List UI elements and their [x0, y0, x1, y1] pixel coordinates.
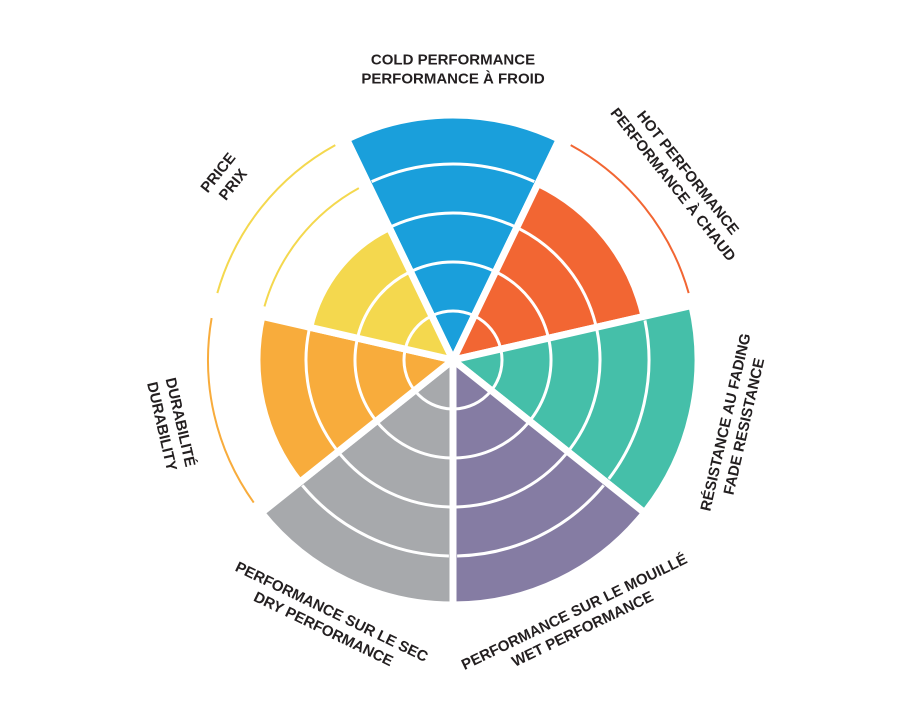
ring-line: [353, 339, 377, 421]
category-label-line: HOT PERFORMANCE: [633, 108, 742, 238]
ring-line: [301, 484, 449, 558]
ring-line: [455, 421, 530, 460]
ring-line: [607, 320, 651, 480]
ring-line: [453, 390, 492, 411]
sector: [342, 111, 564, 369]
ring-outline: [570, 144, 690, 294]
ring-line: [404, 314, 432, 349]
category-label: COLD PERFORMANCE PERFORMANCE À FROID: [361, 51, 545, 87]
sector: [445, 301, 702, 518]
category-label-line: PERFORMANCE À CHAUD: [607, 105, 739, 265]
sector: [449, 352, 650, 609]
ring-line: [338, 453, 450, 509]
ring-line: [414, 390, 453, 411]
ring-line: [304, 329, 338, 451]
ring-line: [457, 484, 605, 558]
category-label-line: PERFORMANCE À FROID: [361, 70, 545, 87]
ring-line: [391, 211, 515, 228]
sector: [256, 352, 457, 609]
ring-line: [356, 271, 410, 337]
category-label-line: COLD PERFORMANCE: [371, 51, 535, 68]
ring-line: [371, 162, 535, 184]
ring-line: [432, 309, 474, 317]
ring-line: [568, 329, 602, 451]
ring-line: [376, 421, 451, 460]
ring-line: [518, 227, 598, 325]
ring-line: [529, 339, 553, 421]
ring-line: [474, 314, 502, 349]
ring-outline: [216, 144, 336, 294]
ring-line: [411, 260, 495, 273]
ring-line: [496, 271, 550, 337]
ring-line: [402, 349, 416, 391]
ring-outline: [263, 187, 360, 307]
sector: [446, 178, 649, 366]
ring-line: [456, 453, 568, 509]
ring-line: [490, 349, 504, 391]
ring-outline: [207, 317, 255, 504]
